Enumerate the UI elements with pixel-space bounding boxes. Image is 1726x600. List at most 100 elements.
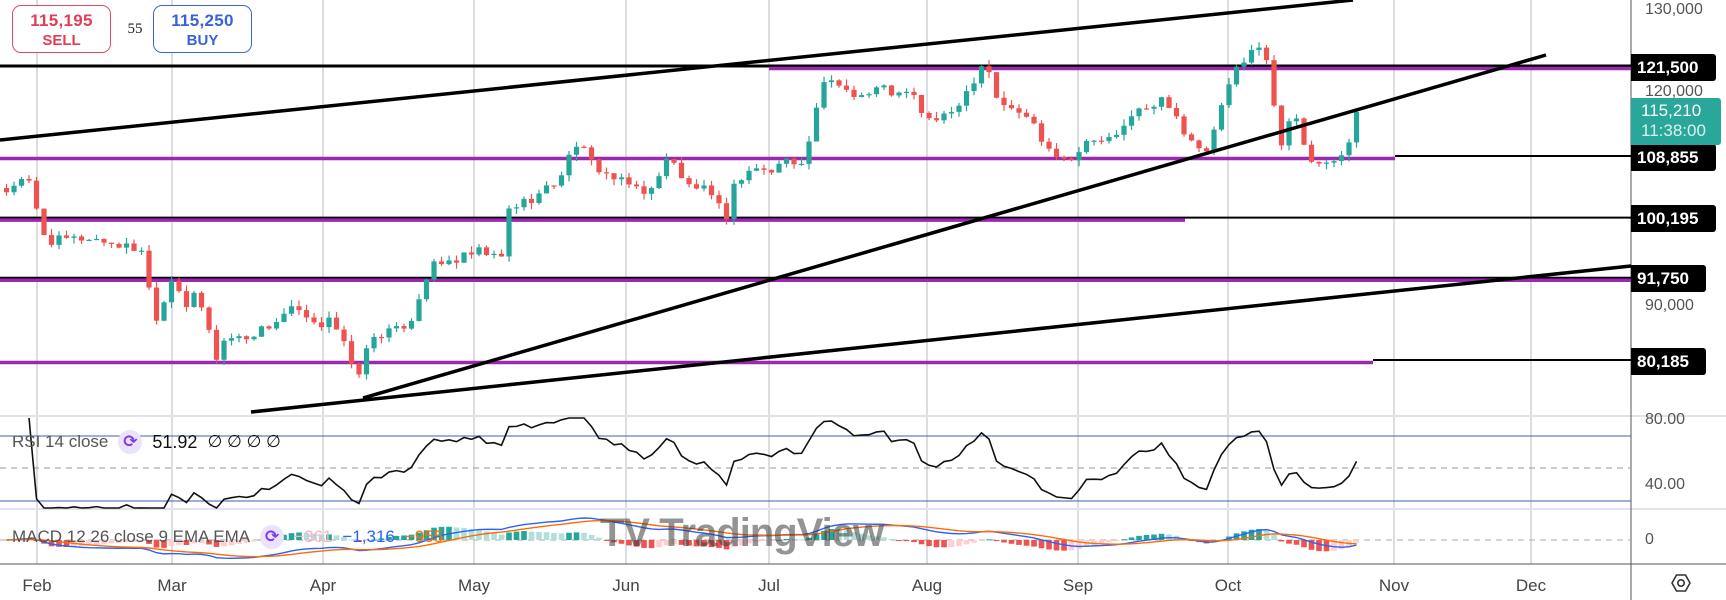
macd-histogram-bar [1278,540,1285,542]
candle-body [731,183,737,220]
candle-body [851,89,857,97]
candle-body [513,207,520,209]
candle-body [1293,118,1300,122]
candle-body [93,238,100,241]
candle-body [18,178,25,186]
sync-icon[interactable]: ⟳ [118,430,143,454]
level-label-80185[interactable]: 80,185 [1631,348,1706,375]
macd-histogram-bar [453,527,460,540]
candle-body [611,173,617,180]
month-gridlines [36,0,1532,564]
candle-body [1196,140,1202,149]
macd-histogram-bar [408,534,415,540]
macd-legend[interactable]: MACD 12 26 close 9 EMA EMA ⟳ −361 −1,316… [12,525,443,549]
macd-histogram-bar [641,540,647,548]
macd-histogram-bar [326,534,332,540]
macd-histogram-bar [251,540,257,542]
macd-histogram-bar [1053,540,1060,551]
horizontal-levels[interactable] [0,64,1631,365]
level-label-108855[interactable]: 108,855 [1631,144,1716,171]
candle-body [491,253,497,256]
candle-body [41,208,47,236]
macd-histogram-bar [813,534,820,540]
candle-body [183,291,190,307]
buy-button[interactable]: 115,250 BUY [153,5,252,53]
macd-histogram-bar [656,540,662,548]
macd-histogram-bar [198,540,205,544]
candle-body [1316,161,1322,164]
upper-channel-trendline[interactable] [0,0,1354,142]
level-label-91750[interactable]: 91,750 [1631,265,1706,292]
month-label: Apr [310,576,337,595]
macd-histogram-value: −361 [294,527,333,546]
macd-histogram-bar [858,533,865,540]
macd-histogram-bar [176,540,182,545]
candle-body [941,113,947,121]
candle-body [1158,97,1165,107]
macd-histogram-bar [341,536,347,540]
candle-body [648,188,655,194]
candle-body [986,66,992,73]
macd-histogram-bar [431,527,437,540]
candle-body [131,243,137,251]
macd-histogram-bar [1248,529,1255,540]
candle-body [1046,141,1052,149]
macd-histogram-bar [618,540,625,544]
candle-body [101,238,107,243]
candle-body [836,80,842,86]
candle-body [1016,108,1022,113]
candle-body [446,260,452,265]
candle-body [1301,118,1307,145]
sell-price: 115,195 [30,11,93,30]
candle-body [1143,108,1150,110]
macd-histogram-bar [191,540,197,544]
candle-body [1338,155,1345,162]
steep-rising-trendline[interactable] [362,53,1547,400]
candle-body [356,363,362,375]
macd-histogram-bar [1293,540,1300,545]
candle-body [701,185,707,189]
level-label-121500[interactable]: 121,500 [1631,54,1716,81]
candle-body [153,287,160,321]
candle-body [86,239,92,242]
price-tick: 90,000 [1645,297,1694,314]
sync-icon[interactable]: ⟳ [260,525,285,549]
candle-body [78,236,85,241]
rsi-legend[interactable]: RSI 14 close ⟳ 51.92 ∅ ∅ ∅ ∅ [12,430,281,454]
candle-body [11,185,17,193]
candle-body [963,91,970,106]
candle-body [911,91,917,95]
macd-histogram-bar [611,540,617,543]
macd-histogram-bar [1151,534,1157,540]
macd-histogram-bar [281,534,287,540]
candle-body [656,176,662,189]
rsi-tick-40: 40.00 [1645,476,1686,493]
macd-histogram-bar [513,531,520,540]
candle-body [371,336,377,349]
settings-icon[interactable] [1671,574,1691,592]
lower-rising-trendline[interactable] [250,264,1632,414]
level-label-100195[interactable]: 100,195 [1631,205,1716,232]
macd-histogram-bar [558,533,565,540]
macd-line-value: −1,316 [342,527,395,546]
candle-body [453,260,460,263]
candle-body [176,281,182,292]
macd-histogram-bar [468,529,475,540]
macd-histogram-bar [221,540,227,547]
candle-body [506,208,512,257]
macd-histogram-bar [123,540,130,543]
candle-body [926,112,932,119]
candle-body [191,292,197,307]
macd-histogram-bar [993,540,1000,541]
macd-histogram-bar [716,540,722,548]
candle-body [251,336,257,340]
macd-histogram-bar [228,540,235,546]
candle-body [1248,49,1255,63]
macd-histogram-bar [93,540,100,545]
candle-body [558,175,565,186]
candle-body [821,82,827,108]
macd-histogram-bar [1353,540,1360,543]
macd-histogram-bar [761,540,767,541]
sell-button[interactable]: 115,195 SELL [12,5,111,53]
